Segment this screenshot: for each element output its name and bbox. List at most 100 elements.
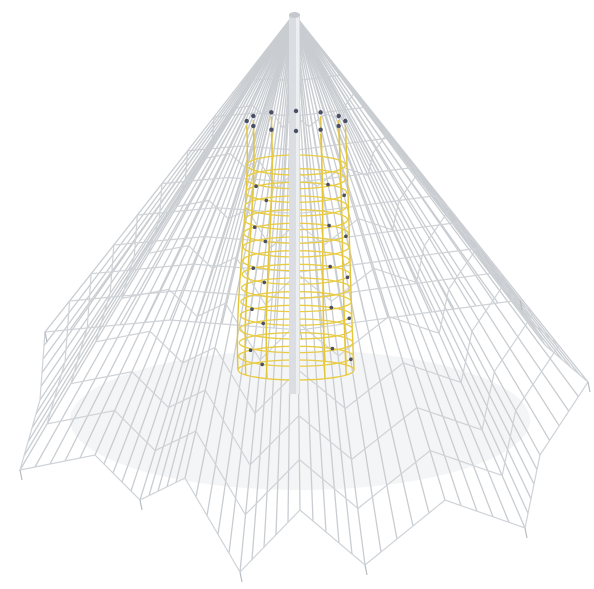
rope-knot bbox=[349, 357, 353, 362]
radial-rope bbox=[293, 13, 494, 518]
radial-rope bbox=[121, 13, 295, 483]
radial-rope bbox=[293, 13, 499, 304]
rope-knot bbox=[329, 305, 334, 310]
rope-knot bbox=[244, 118, 249, 124]
radial-rope bbox=[293, 13, 366, 566]
radial-rope bbox=[42, 13, 295, 360]
mast-top bbox=[289, 12, 300, 18]
rope-knot bbox=[260, 362, 265, 367]
inner-vertical-rope bbox=[236, 124, 249, 371]
rope-knot bbox=[261, 321, 266, 326]
radial-rope bbox=[94, 13, 295, 456]
radial-rope bbox=[206, 13, 295, 516]
net-ring-rope bbox=[70, 247, 535, 466]
rope-knot bbox=[327, 223, 331, 228]
radial-rope bbox=[293, 13, 430, 514]
ground-anchor bbox=[519, 299, 523, 311]
radial-rope bbox=[293, 13, 477, 307]
rope-knot bbox=[263, 239, 268, 244]
rope-knot bbox=[293, 108, 299, 114]
rope-knot bbox=[344, 234, 348, 239]
net-ring-rope bbox=[46, 271, 560, 516]
radial-rope bbox=[293, 13, 510, 523]
ground-anchor bbox=[364, 564, 368, 576]
radial-rope bbox=[40, 13, 295, 387]
rope-knot bbox=[269, 110, 274, 115]
ground-anchor bbox=[524, 527, 528, 539]
rope-knot bbox=[342, 193, 347, 198]
rope-knot bbox=[293, 128, 299, 134]
rope-knot bbox=[330, 346, 335, 351]
radial-rope bbox=[239, 13, 295, 573]
net-ring-rope bbox=[147, 166, 451, 306]
rope-knot bbox=[262, 280, 267, 285]
radial-rope bbox=[169, 13, 295, 321]
rope-knot bbox=[328, 264, 333, 269]
radial-rope bbox=[293, 13, 367, 322]
rope-knot bbox=[343, 118, 348, 124]
rope-knot bbox=[318, 127, 323, 132]
radial-rope bbox=[293, 13, 411, 316]
radial-rope bbox=[103, 13, 295, 465]
radial-rope bbox=[41, 13, 295, 374]
inner-vertical-rope bbox=[338, 119, 347, 366]
ground-anchor bbox=[239, 571, 243, 583]
rope-knot bbox=[254, 184, 258, 188]
perimeter-rope bbox=[19, 299, 589, 573]
radial-rope bbox=[293, 13, 345, 325]
central-mast-highlight bbox=[296, 14, 299, 394]
radial-rope bbox=[23, 13, 295, 457]
net-ring-rope bbox=[120, 194, 480, 361]
radial-rope bbox=[293, 13, 532, 500]
inner-vertical-rope bbox=[344, 124, 355, 371]
outer-rope-net bbox=[19, 13, 591, 583]
radial-rope bbox=[144, 13, 295, 323]
radial-rope bbox=[195, 13, 295, 323]
inner-vertical-rope bbox=[244, 119, 255, 366]
rope-knot bbox=[251, 113, 256, 119]
rope-knots bbox=[244, 108, 353, 367]
radial-rope bbox=[44, 13, 295, 333]
radial-rope bbox=[293, 13, 455, 310]
rope-knot bbox=[336, 123, 341, 129]
radial-rope bbox=[228, 13, 295, 554]
net-ring-rope bbox=[94, 221, 508, 415]
rope-knot bbox=[347, 316, 352, 321]
ground-anchor bbox=[587, 381, 591, 393]
rope-knot bbox=[336, 113, 341, 119]
radial-rope bbox=[175, 13, 295, 483]
rope-knot bbox=[248, 348, 253, 353]
rope-knot bbox=[251, 123, 256, 129]
ground-anchor bbox=[44, 331, 48, 343]
radial-rope bbox=[251, 13, 295, 560]
radial-rope bbox=[79, 13, 295, 459]
radial-rope bbox=[293, 13, 529, 514]
radial-rope bbox=[293, 13, 560, 427]
radial-rope bbox=[64, 13, 295, 462]
radial-rope bbox=[293, 13, 389, 319]
radial-rope bbox=[293, 13, 535, 485]
rope-knot bbox=[264, 198, 269, 203]
rope-knot bbox=[345, 275, 350, 280]
radial-rope bbox=[130, 13, 295, 492]
radial-rope bbox=[166, 13, 295, 487]
rope-knot bbox=[251, 266, 256, 271]
rope-knot bbox=[326, 182, 330, 187]
net-ring-rope bbox=[205, 106, 389, 190]
rope-knot bbox=[250, 307, 254, 312]
radial-rope bbox=[119, 13, 295, 326]
ground-anchor bbox=[139, 499, 143, 511]
rope-knot bbox=[269, 127, 274, 132]
central-mast bbox=[289, 14, 300, 394]
rope-knot bbox=[252, 225, 257, 229]
radial-rope bbox=[157, 13, 295, 492]
net-ring-rope bbox=[235, 74, 357, 129]
ground-anchor bbox=[19, 469, 23, 481]
radial-rope bbox=[293, 13, 446, 501]
radial-rope bbox=[293, 13, 462, 506]
radial-rope bbox=[43, 13, 295, 346]
radial-rope bbox=[34, 13, 295, 468]
rope-knot bbox=[318, 110, 323, 115]
ground-shadow bbox=[70, 350, 530, 490]
